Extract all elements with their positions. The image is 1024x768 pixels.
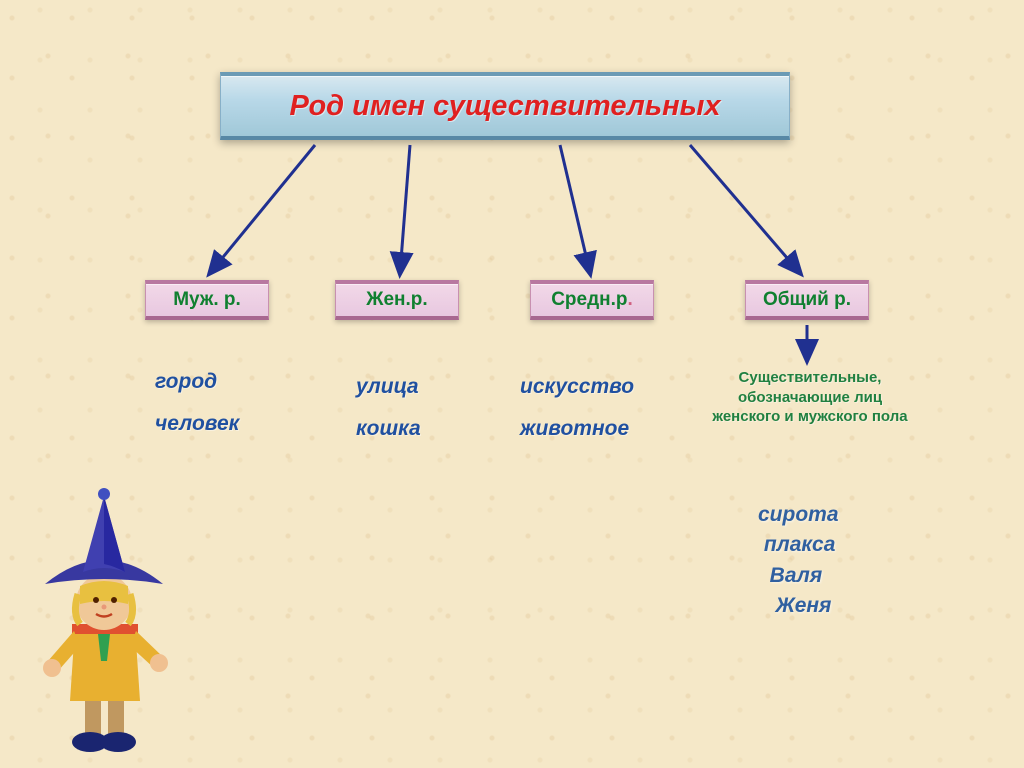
common-gender-examples: сирота плакса Валя Женя — [758, 500, 839, 622]
gender-label-masc: Муж. р. — [173, 289, 241, 311]
gender-box-masc: Муж. р. — [145, 280, 269, 320]
example-masc-1: человек — [155, 412, 239, 436]
common-gender-description: Существительные, обозначающие лиц женско… — [710, 368, 910, 427]
gender-box-common: Общий р. — [745, 280, 869, 320]
gender-box-neut: Средн.р. — [530, 280, 654, 320]
gender-box-fem: Жен.р. — [335, 280, 459, 320]
gender-label-common: Общий р. — [763, 289, 851, 311]
example-neut-0: искусство — [520, 375, 634, 399]
example-neut-1: животное — [520, 417, 629, 441]
example-fem-1: кошка — [356, 417, 421, 441]
example-masc-0: город — [155, 370, 217, 394]
gender-label-neut: Средн.р. — [551, 289, 633, 311]
character-illustration — [10, 476, 195, 756]
example-fem-0: улица — [356, 375, 419, 399]
gender-label-fem: Жен.р. — [366, 289, 427, 311]
